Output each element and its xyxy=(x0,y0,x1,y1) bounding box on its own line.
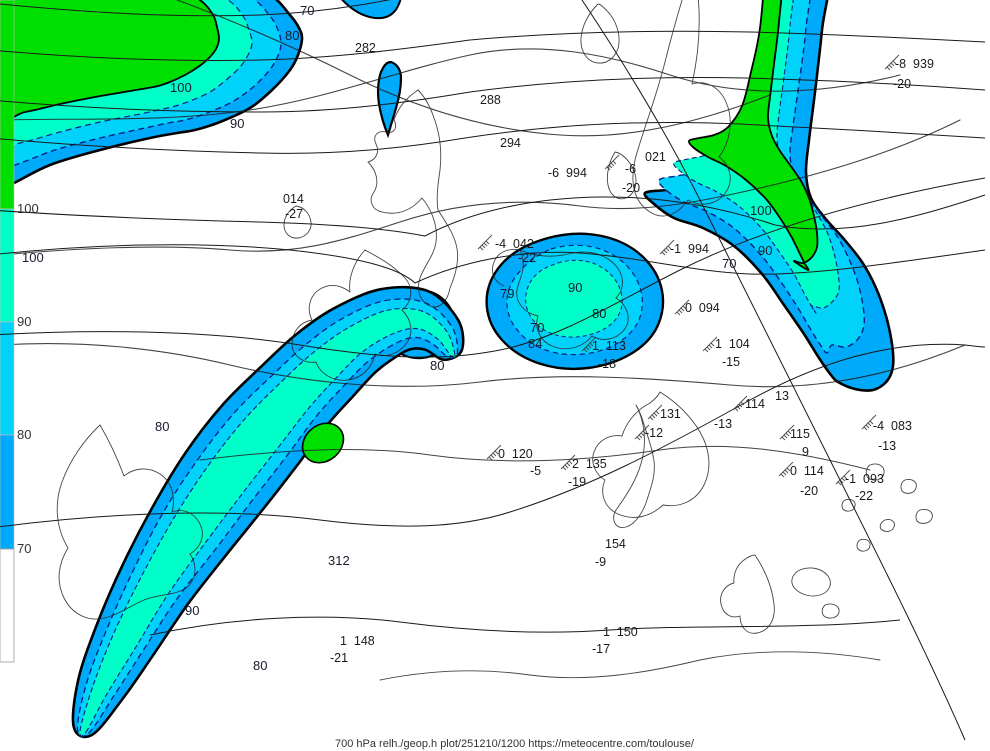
svg-text:021: 021 xyxy=(645,150,666,164)
svg-text:90: 90 xyxy=(185,603,199,618)
svg-text:80: 80 xyxy=(285,28,299,43)
svg-text:90: 90 xyxy=(758,243,772,258)
svg-text:80: 80 xyxy=(253,658,267,673)
svg-text:-4 083: -4 083 xyxy=(873,419,912,433)
svg-text:-1 093: -1 093 xyxy=(845,472,884,486)
svg-text:114: 114 xyxy=(745,397,765,411)
svg-text:-9: -9 xyxy=(595,555,606,569)
svg-text:100: 100 xyxy=(17,201,39,216)
svg-text:100: 100 xyxy=(750,203,772,218)
svg-text:0 120: 0 120 xyxy=(498,447,533,461)
svg-text:-4 042: -4 042 xyxy=(495,237,534,251)
svg-text:131: 131 xyxy=(660,407,681,421)
svg-text:-5: -5 xyxy=(530,464,541,478)
svg-text:-22: -22 xyxy=(855,489,873,503)
svg-text:1 150: 1 150 xyxy=(603,625,638,639)
svg-text:-18: -18 xyxy=(598,357,616,371)
svg-text:80: 80 xyxy=(155,419,169,434)
svg-text:288: 288 xyxy=(480,93,501,107)
svg-text:0 114: 0 114 xyxy=(790,464,824,478)
svg-text:100: 100 xyxy=(22,250,44,265)
svg-text:9: 9 xyxy=(802,445,809,459)
svg-text:115: 115 xyxy=(790,427,810,441)
svg-text:-20: -20 xyxy=(800,484,818,498)
svg-text:-20: -20 xyxy=(622,181,640,195)
svg-text:-27: -27 xyxy=(285,207,303,221)
svg-text:-22: -22 xyxy=(518,251,536,265)
svg-text:-12: -12 xyxy=(645,426,663,440)
svg-text:1 113: 1 113 xyxy=(592,339,626,353)
svg-text:-1 994: -1 994 xyxy=(670,242,709,256)
svg-text:282: 282 xyxy=(355,41,376,55)
svg-text:700 hPa relh./geop.h plot/2512: 700 hPa relh./geop.h plot/251210/1200 ht… xyxy=(335,738,695,750)
svg-text:70: 70 xyxy=(530,320,544,335)
svg-text:-6 994: -6 994 xyxy=(548,166,587,180)
svg-text:80: 80 xyxy=(17,427,31,442)
svg-text:70: 70 xyxy=(300,3,314,18)
svg-text:014: 014 xyxy=(283,192,304,206)
svg-text:294: 294 xyxy=(500,136,521,150)
svg-text:70: 70 xyxy=(17,541,31,556)
svg-text:90: 90 xyxy=(230,116,244,131)
svg-text:-17: -17 xyxy=(592,642,610,656)
svg-text:13: 13 xyxy=(775,389,789,403)
svg-text:0 094: 0 094 xyxy=(685,301,720,315)
svg-text:-15: -15 xyxy=(722,355,740,369)
svg-text:-19: -19 xyxy=(568,475,586,489)
svg-text:-13: -13 xyxy=(878,439,896,453)
svg-text:-6: -6 xyxy=(625,162,636,176)
svg-text:-8 939: -8 939 xyxy=(895,57,934,71)
svg-text:-20: -20 xyxy=(893,77,911,91)
svg-text:154: 154 xyxy=(605,537,626,551)
svg-text:90: 90 xyxy=(568,280,582,295)
svg-text:2 135: 2 135 xyxy=(572,457,607,471)
svg-text:-21: -21 xyxy=(330,651,348,665)
svg-text:100: 100 xyxy=(170,80,192,95)
svg-text:1 148: 1 148 xyxy=(340,634,375,648)
svg-text:1 104: 1 104 xyxy=(715,337,750,351)
svg-text:-13: -13 xyxy=(714,417,732,431)
svg-text:80: 80 xyxy=(430,358,444,373)
svg-text:79: 79 xyxy=(500,286,514,301)
svg-text:80: 80 xyxy=(592,306,606,321)
svg-text:90: 90 xyxy=(17,314,31,329)
svg-text:312: 312 xyxy=(328,553,350,568)
